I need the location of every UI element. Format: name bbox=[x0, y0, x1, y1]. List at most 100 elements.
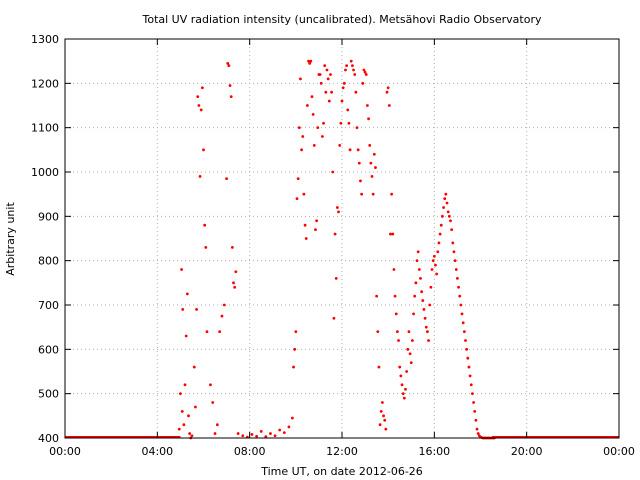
data-point bbox=[445, 201, 449, 205]
data-point bbox=[327, 99, 331, 103]
data-point bbox=[412, 312, 415, 316]
data-point bbox=[184, 334, 188, 338]
data-point bbox=[420, 290, 424, 294]
data-point bbox=[383, 418, 387, 422]
data-point bbox=[255, 434, 258, 438]
data-point bbox=[177, 427, 181, 431]
data-point bbox=[365, 104, 369, 107]
x-tick-label: 12:00 bbox=[326, 445, 358, 458]
data-point bbox=[198, 175, 202, 178]
data-point bbox=[429, 285, 433, 289]
data-point bbox=[354, 90, 358, 94]
data-point bbox=[473, 410, 477, 413]
data-point bbox=[180, 410, 184, 413]
data-point bbox=[408, 352, 412, 356]
data-point bbox=[431, 259, 435, 263]
data-point bbox=[225, 177, 228, 181]
data-point bbox=[392, 268, 396, 271]
data-point bbox=[204, 245, 208, 249]
data-point bbox=[301, 135, 305, 138]
data-point bbox=[250, 433, 254, 436]
data-point bbox=[324, 90, 328, 94]
data-point bbox=[349, 59, 353, 63]
data-point bbox=[192, 365, 196, 369]
data-point bbox=[234, 270, 238, 274]
data-point bbox=[421, 299, 425, 302]
data-point bbox=[190, 434, 194, 438]
data-point bbox=[444, 192, 448, 196]
data-point bbox=[299, 77, 302, 81]
data-point bbox=[180, 268, 183, 271]
data-point bbox=[344, 68, 347, 72]
data-point bbox=[369, 161, 373, 165]
data-point bbox=[355, 126, 359, 130]
data-point bbox=[264, 435, 268, 439]
data-point bbox=[368, 144, 372, 147]
data-point bbox=[394, 312, 398, 316]
data-point bbox=[457, 285, 460, 289]
data-point bbox=[372, 152, 376, 156]
data-point bbox=[377, 365, 381, 369]
data-point bbox=[430, 268, 434, 271]
data-point bbox=[435, 272, 439, 276]
data-point bbox=[352, 68, 355, 72]
data-point bbox=[449, 219, 452, 223]
data-point bbox=[360, 192, 364, 196]
y-tick-label: 1000 bbox=[31, 166, 59, 179]
data-point bbox=[315, 219, 319, 223]
data-point bbox=[450, 228, 454, 232]
axis-ticks bbox=[64, 38, 620, 439]
data-point bbox=[406, 347, 410, 351]
y-tick-label: 900 bbox=[38, 210, 59, 223]
data-point bbox=[454, 268, 458, 271]
data-point bbox=[213, 432, 217, 435]
data-point bbox=[348, 148, 352, 152]
data-point bbox=[297, 126, 301, 130]
data-point bbox=[197, 104, 201, 107]
data-point bbox=[200, 86, 204, 90]
data-point bbox=[303, 223, 307, 227]
y-tick-label: 1200 bbox=[31, 77, 59, 90]
data-point bbox=[333, 232, 337, 236]
data-point bbox=[401, 392, 405, 396]
data-point bbox=[226, 61, 230, 65]
data-point bbox=[447, 214, 451, 218]
data-point bbox=[462, 330, 466, 333]
data-point bbox=[397, 339, 400, 342]
data-point bbox=[423, 316, 427, 320]
data-point bbox=[361, 81, 365, 85]
data-point bbox=[465, 347, 469, 351]
data-point bbox=[220, 314, 224, 318]
data-point bbox=[384, 427, 388, 431]
data-point bbox=[390, 192, 394, 196]
data-point bbox=[432, 254, 436, 258]
data-point bbox=[382, 414, 385, 418]
data-point bbox=[415, 259, 419, 263]
data-point bbox=[346, 108, 350, 112]
data-point bbox=[363, 70, 367, 74]
data-point bbox=[469, 383, 473, 387]
data-point bbox=[334, 277, 338, 280]
data-point bbox=[461, 321, 465, 325]
x-axis-label: Time UT, on date 2012-06-26 bbox=[260, 465, 423, 478]
data-point bbox=[229, 95, 233, 99]
data-point bbox=[441, 214, 444, 218]
data-point bbox=[332, 316, 336, 320]
data-point bbox=[428, 303, 432, 307]
data-point bbox=[385, 90, 389, 94]
y-tick-label: 1300 bbox=[31, 33, 59, 46]
data-point bbox=[316, 126, 320, 130]
data-point bbox=[419, 277, 422, 280]
data-point bbox=[353, 73, 357, 76]
data-point bbox=[342, 81, 346, 85]
data-point bbox=[371, 192, 375, 196]
data-point bbox=[312, 144, 316, 147]
y-tick-label: 800 bbox=[38, 255, 59, 268]
data-point bbox=[294, 330, 298, 333]
chart-title: Total UV radiation intensity (uncalibrat… bbox=[142, 13, 542, 26]
data-point bbox=[187, 414, 190, 418]
data-point bbox=[416, 250, 420, 254]
data-point bbox=[398, 365, 402, 369]
x-tick-label: 00:00 bbox=[49, 445, 81, 458]
